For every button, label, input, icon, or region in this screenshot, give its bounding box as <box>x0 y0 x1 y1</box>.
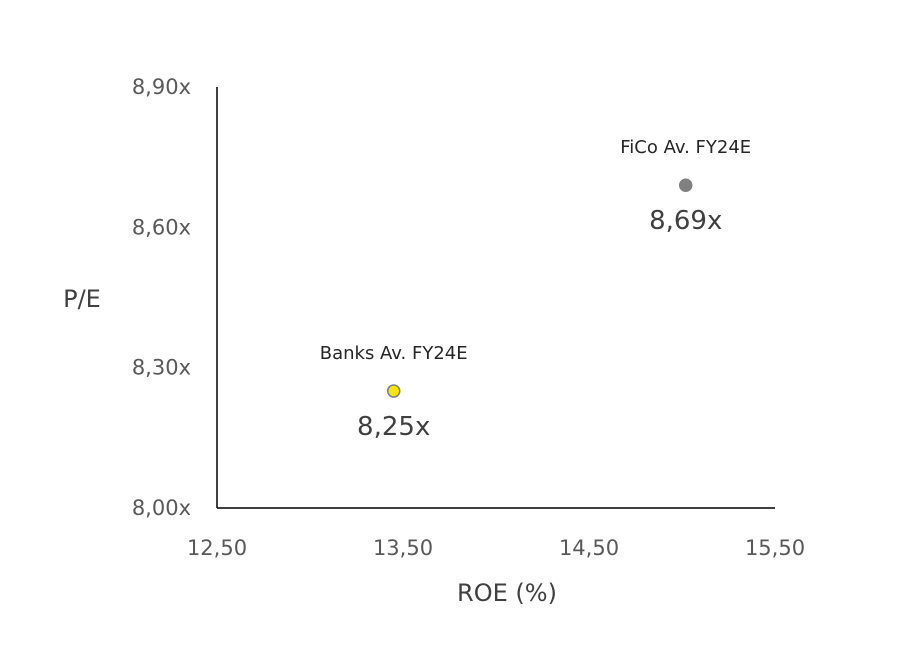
y-tick-label: 8,30x <box>132 356 191 380</box>
x-axis-title: ROE (%) <box>457 579 557 607</box>
x-tick-label: 12,50 <box>187 536 247 560</box>
point-value-label: 8,69x <box>649 206 722 236</box>
point-name-label: FiCo Av. FY24E <box>620 137 751 158</box>
x-tick-label: 13,50 <box>373 536 433 560</box>
y-tick-label: 8,00x <box>132 496 191 520</box>
x-tick-label: 14,50 <box>559 536 619 560</box>
data-point <box>386 384 401 398</box>
y-axis-title: P/E <box>63 285 101 313</box>
data-point <box>678 178 693 192</box>
point-value-label: 8,25x <box>357 412 430 442</box>
y-tick-label: 8,60x <box>132 215 191 239</box>
data-points: Banks Av. FY24E 8,25x FiCo Av. FY24E 8,69x <box>320 137 751 442</box>
x-axis-ticks: 12,50 13,50 14,50 15,50 <box>187 536 805 560</box>
y-axis-ticks: 8,00x 8,30x 8,60x 8,90x <box>132 75 191 520</box>
x-tick-label: 15,50 <box>745 536 805 560</box>
point-name-label: Banks Av. FY24E <box>320 343 468 364</box>
y-tick-label: 8,90x <box>132 75 191 99</box>
